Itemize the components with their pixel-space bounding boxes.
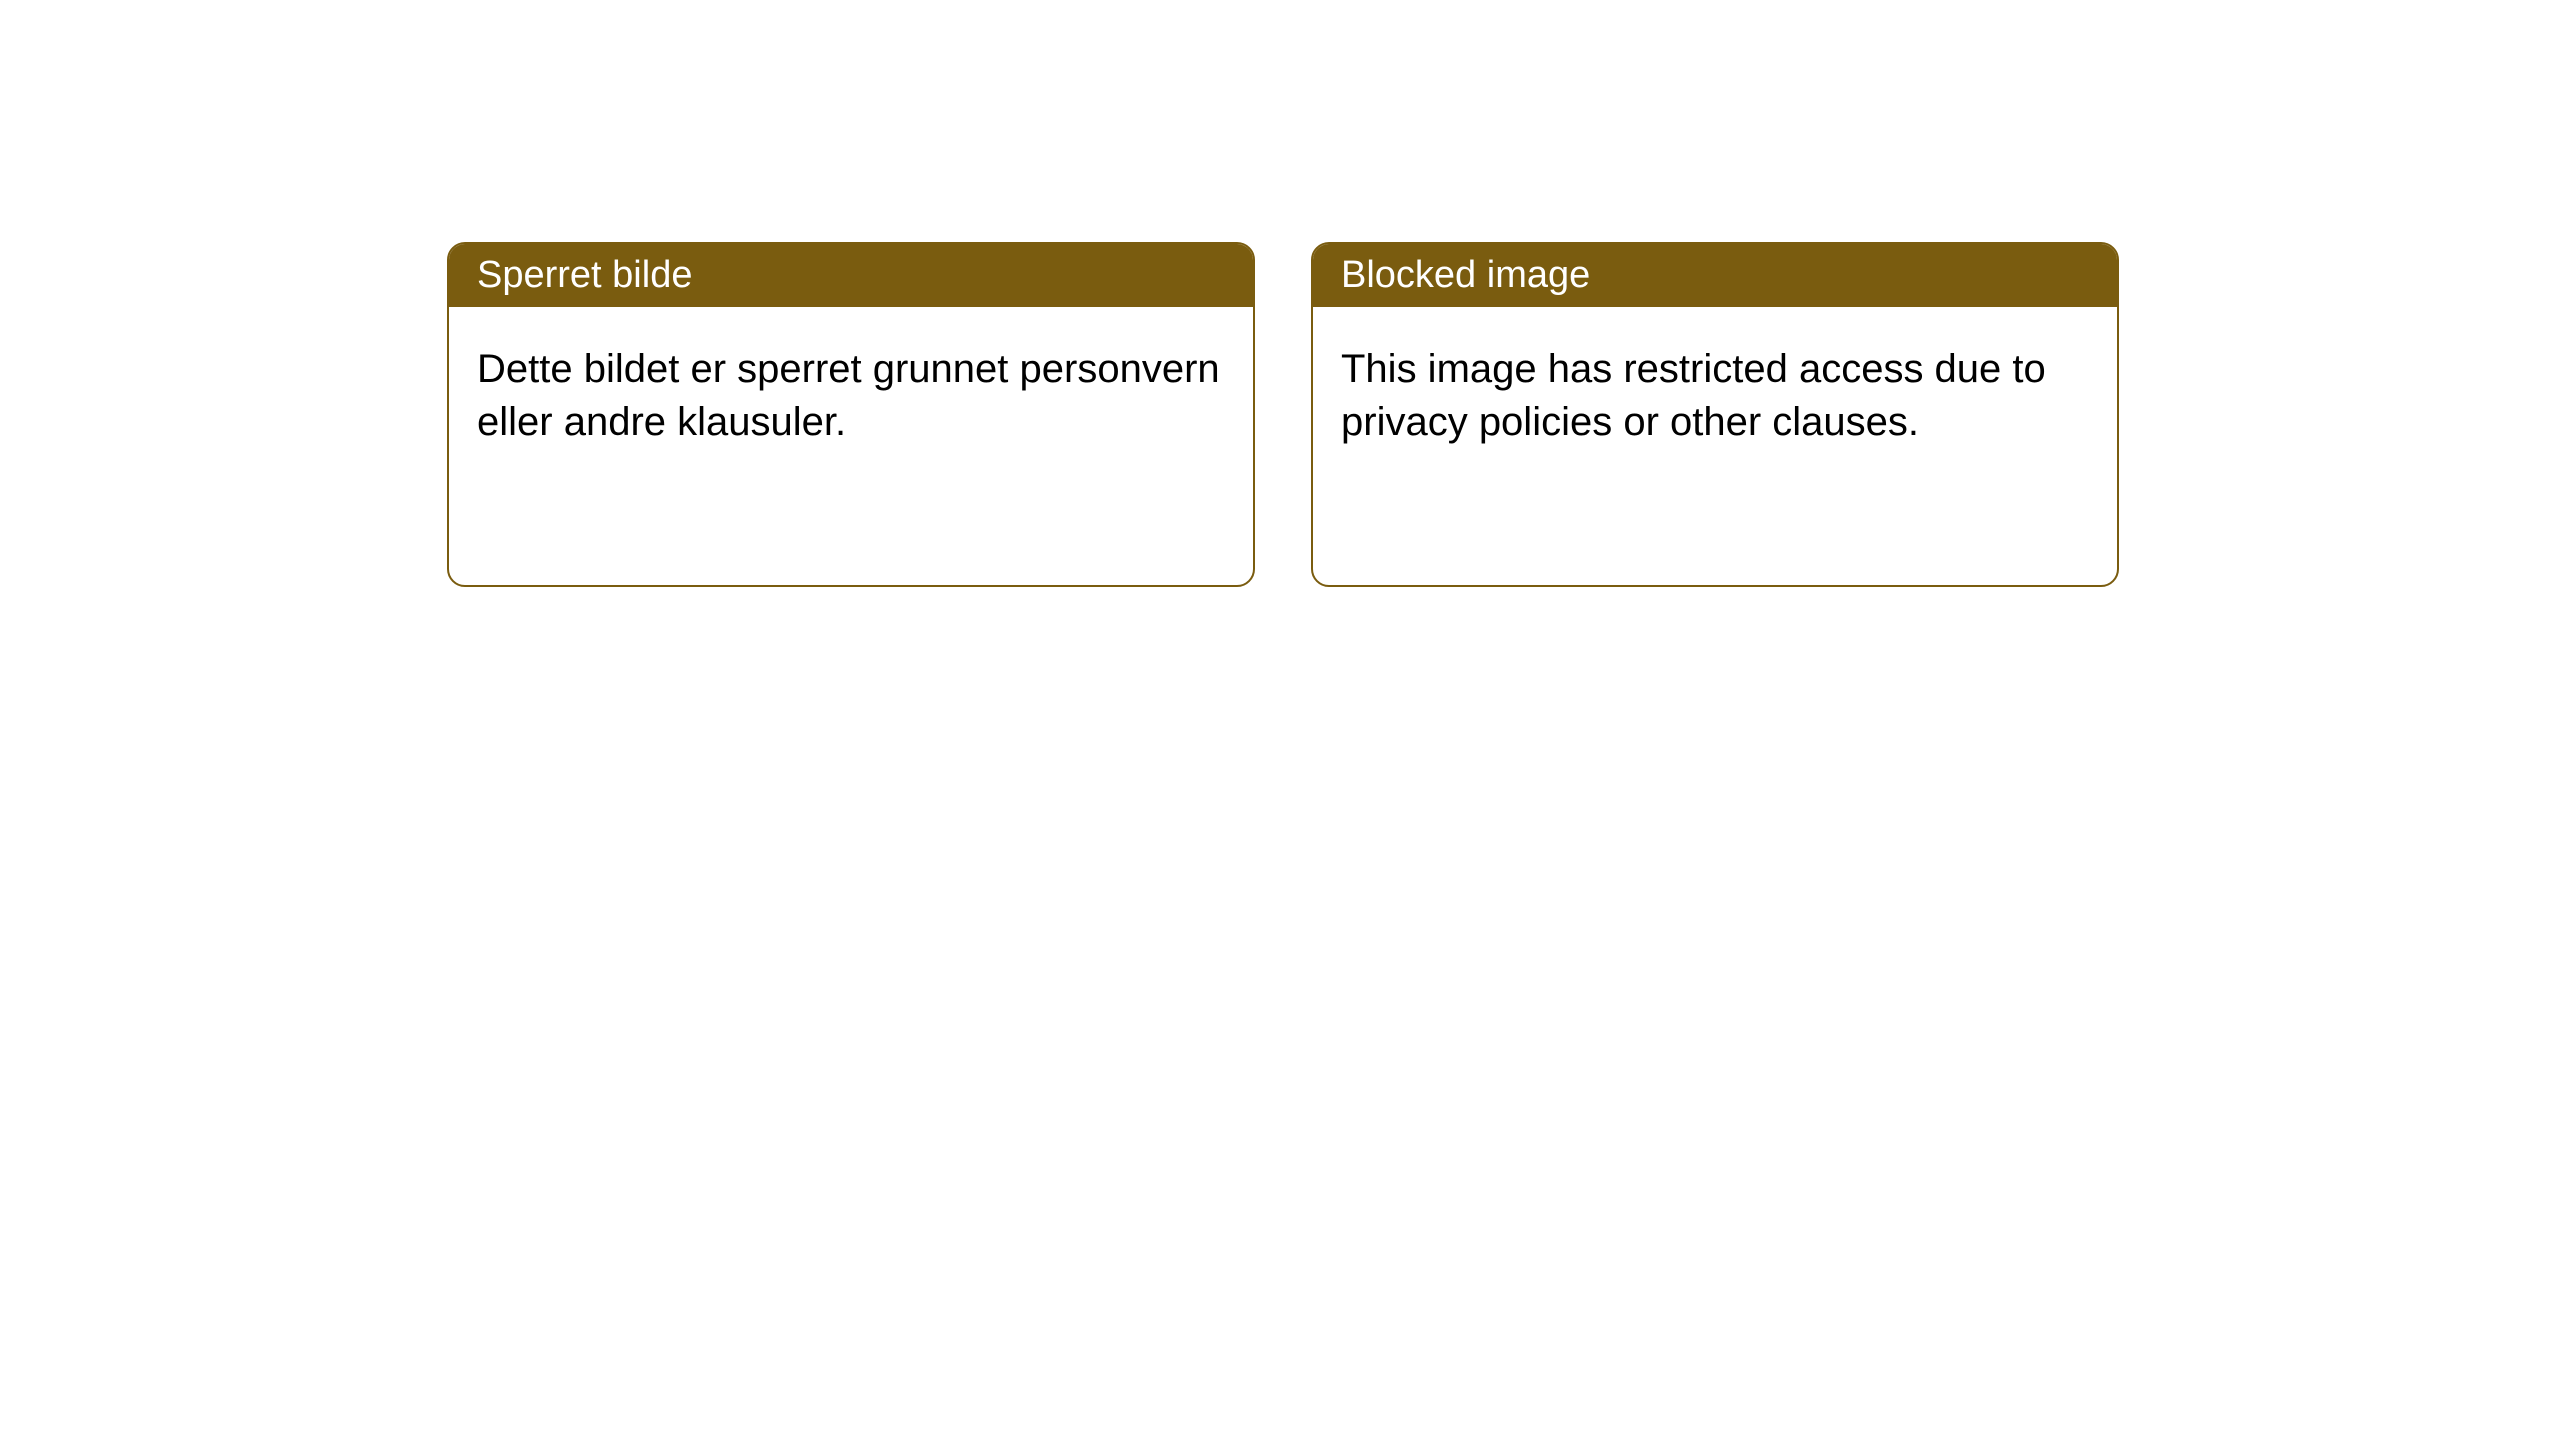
card-body: This image has restricted access due to … (1313, 307, 2117, 585)
card-title: Blocked image (1313, 244, 2117, 307)
blocked-image-card-en: Blocked image This image has restricted … (1311, 242, 2119, 587)
blocked-image-card-no: Sperret bilde Dette bildet er sperret gr… (447, 242, 1255, 587)
notice-row: Sperret bilde Dette bildet er sperret gr… (0, 0, 2560, 587)
card-body: Dette bildet er sperret grunnet personve… (449, 307, 1253, 585)
card-title: Sperret bilde (449, 244, 1253, 307)
